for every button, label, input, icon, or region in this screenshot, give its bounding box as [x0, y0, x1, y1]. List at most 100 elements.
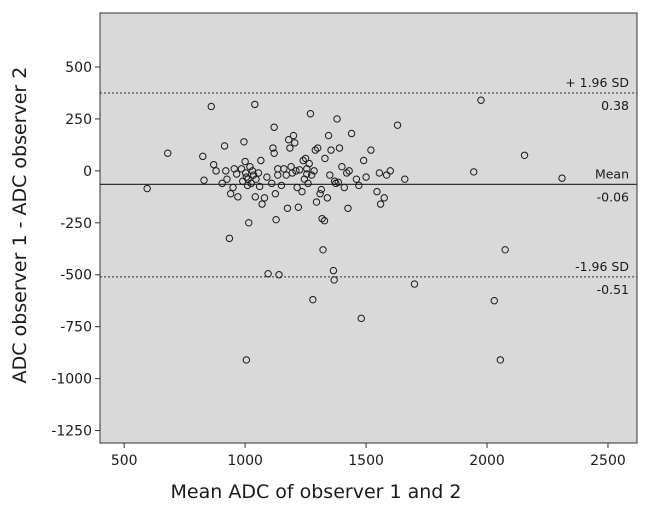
data-point [252, 175, 260, 183]
data-point [306, 110, 315, 118]
data-point [304, 179, 312, 188]
data-point [275, 271, 283, 279]
data-point [246, 163, 254, 171]
data-point [333, 115, 341, 123]
data-point [254, 169, 263, 177]
x-tick-label: 2000 [469, 453, 505, 469]
data-point [251, 100, 259, 109]
data-point [271, 190, 280, 198]
data-point [298, 187, 306, 196]
y-axis-title: ADC observer 1 - ADC observer 2 [9, 67, 31, 384]
data-point [319, 246, 327, 254]
data-point [329, 266, 338, 275]
axis-ticks: 500 1000 1500 2000 25005002500-250-500-750-1… [51, 60, 625, 469]
data-point [272, 215, 280, 224]
data-point [255, 182, 264, 191]
x-tick-label: 500 [111, 453, 138, 469]
data-point [257, 156, 265, 165]
data-point [410, 280, 419, 288]
reference-line-label-2: -1.96 SD [575, 259, 629, 274]
data-point [218, 179, 226, 188]
data-point [237, 165, 246, 173]
data-point [294, 203, 303, 211]
data-point [362, 173, 370, 181]
data-point [470, 168, 478, 176]
data-point [330, 276, 338, 284]
data-point [245, 219, 253, 227]
data-point [376, 200, 385, 208]
data-point [299, 156, 307, 165]
data-point [264, 270, 272, 278]
data-point [222, 167, 230, 175]
x-tick-label: 1500 [348, 453, 384, 469]
data-point [314, 144, 322, 152]
data-point [477, 96, 485, 104]
data-point [323, 194, 332, 202]
y-tick-label: -250 [60, 216, 92, 232]
data-point [143, 184, 151, 193]
data-point [200, 176, 208, 184]
data-point [338, 163, 346, 171]
data-point [305, 159, 313, 168]
data-point [249, 171, 258, 179]
data-point [274, 171, 282, 179]
data-point [268, 179, 276, 188]
data-point [241, 157, 249, 166]
data-point [316, 190, 324, 198]
data-point [269, 144, 277, 152]
data-point [223, 175, 231, 183]
data-point [318, 214, 326, 223]
data-point [209, 160, 218, 169]
y-tick-label: 250 [65, 112, 92, 128]
y-tick-label: -1250 [51, 424, 92, 440]
reference-line-value-0: 0.38 [601, 98, 629, 113]
y-tick-label: -1000 [51, 372, 92, 388]
data-point [501, 246, 509, 254]
data-point [234, 193, 242, 201]
data-point [164, 149, 172, 157]
plot-background [99, 12, 638, 444]
data-point [401, 175, 409, 183]
data-point [220, 142, 229, 150]
data-point [307, 171, 316, 179]
data-point [277, 181, 286, 190]
data-point [344, 204, 352, 212]
reference-line-label-0: + 1.96 SD [565, 75, 629, 90]
data-point [289, 131, 298, 140]
data-point [367, 146, 375, 154]
data-point [226, 190, 235, 198]
data-point [321, 154, 329, 163]
data-point [382, 171, 391, 179]
data-point [301, 154, 310, 163]
data-point [496, 356, 505, 364]
data-point [232, 170, 241, 178]
data-point [375, 169, 384, 177]
data-point [352, 175, 361, 183]
data-point [373, 187, 381, 196]
data-point [242, 356, 251, 364]
data-point [347, 129, 356, 138]
data-point [327, 146, 335, 154]
data-point [270, 123, 278, 131]
data-point [558, 174, 566, 182]
data-point [258, 200, 266, 208]
data-point [343, 169, 351, 177]
y-tick-label: 500 [65, 60, 92, 76]
data-point [355, 181, 363, 190]
data-point [240, 138, 248, 146]
y-tick-label: -750 [60, 320, 92, 336]
data-point [357, 314, 365, 323]
data-point [326, 171, 334, 179]
data-point [311, 146, 319, 154]
data-point [393, 121, 402, 129]
x-tick-label: 2500 [590, 453, 626, 469]
data-point [229, 183, 237, 192]
data-point [251, 193, 259, 201]
x-axis-title: Mean ADC of observer 1 and 2 [171, 481, 462, 503]
y-tick-label: -500 [60, 268, 92, 284]
data-point [286, 144, 294, 152]
data-point [312, 198, 321, 206]
data-point [199, 152, 207, 161]
y-tick-label: 0 [83, 164, 92, 180]
